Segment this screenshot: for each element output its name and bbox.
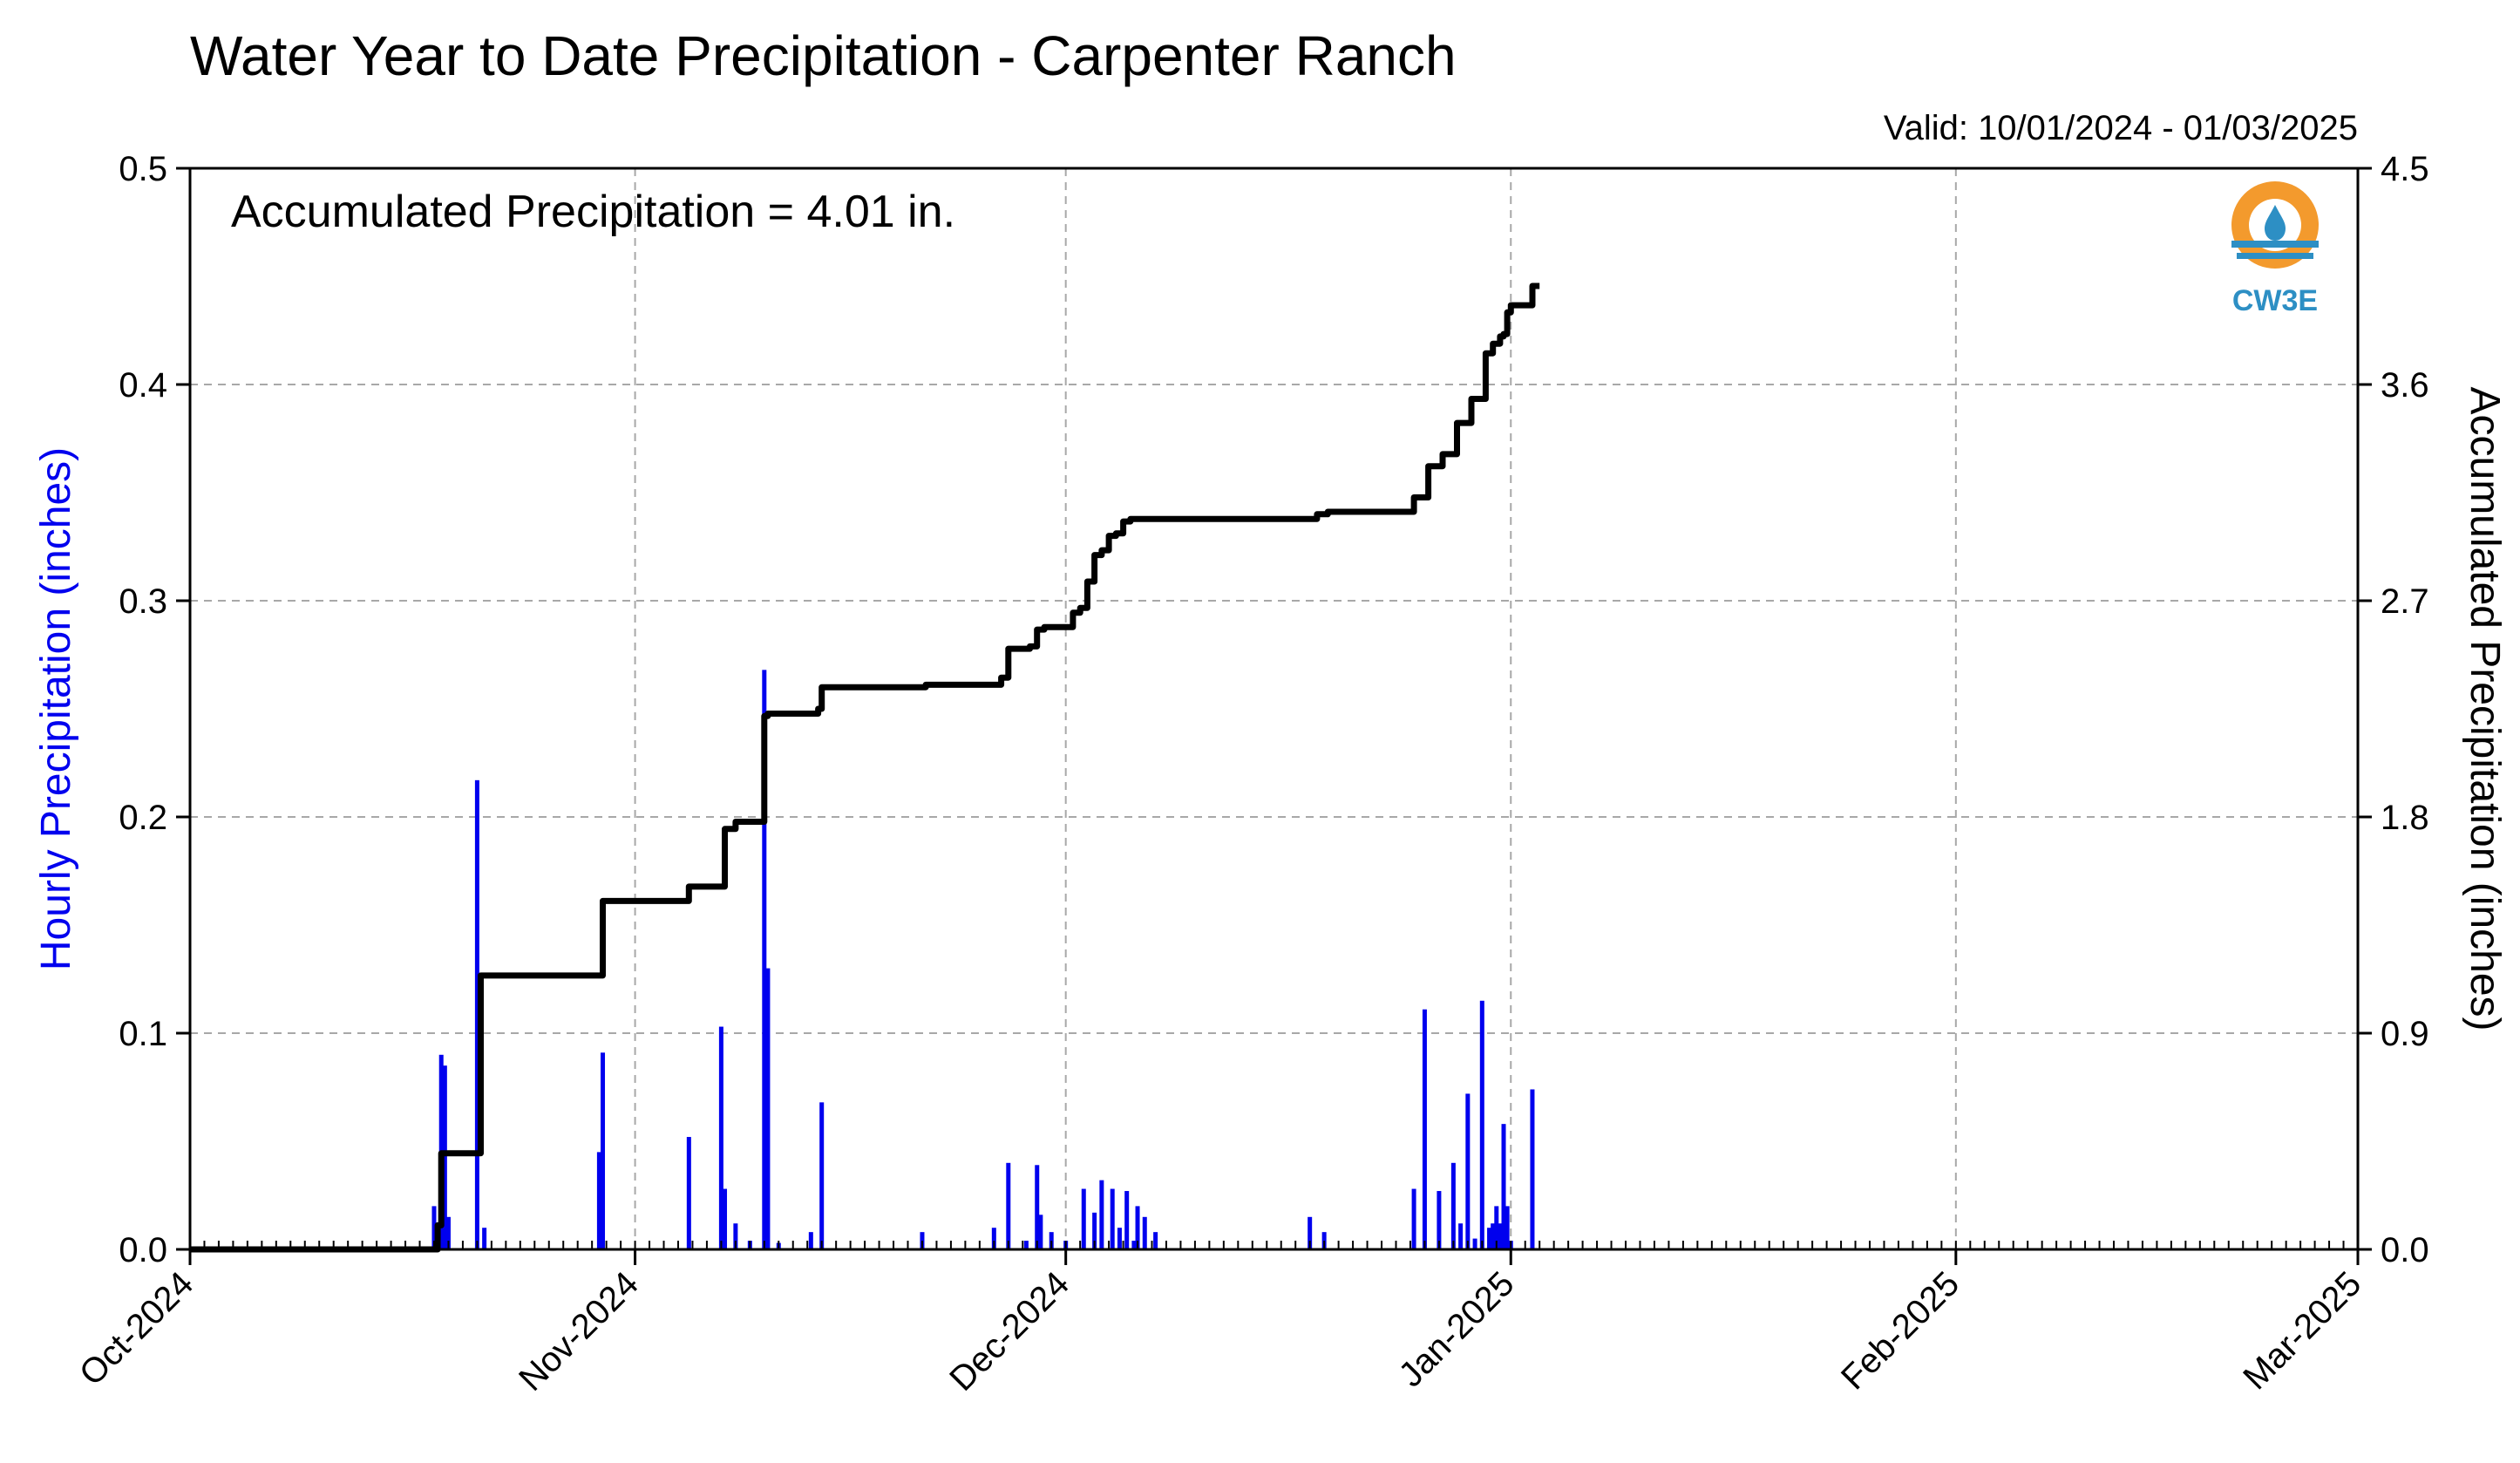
hourly-precip-bar: [1505, 1206, 1510, 1249]
y-left-tick-label: 0.1: [119, 1015, 167, 1053]
hourly-precip-bar: [991, 1228, 996, 1249]
hourly-precip-bar: [1450, 1162, 1456, 1249]
y-left-tick-label: 0.3: [119, 582, 167, 621]
hourly-precip-bar: [1035, 1165, 1040, 1249]
y-right-tick-label: 0.0: [2381, 1231, 2429, 1269]
hourly-precip-bar: [1131, 1241, 1137, 1249]
hourly-precip-bar: [1117, 1228, 1122, 1249]
hourly-precip-bar: [733, 1223, 738, 1249]
y-left-tick-label: 0.2: [119, 799, 167, 837]
cw3e-logo-text: CW3E: [2232, 284, 2318, 317]
chart-title: Water Year to Date Precipitation - Carpe…: [190, 24, 1457, 87]
accumulated-annotation: Accumulated Precipitation = 4.01 in.: [231, 187, 955, 237]
cw3e-logo: CW3E: [2231, 181, 2319, 317]
hourly-precip-bar: [808, 1232, 813, 1249]
hourly-precip-bar: [1472, 1238, 1477, 1249]
hourly-precip-bar: [596, 1152, 601, 1249]
hourly-precip-bar: [474, 779, 479, 1249]
hourly-precip-bar: [1092, 1212, 1097, 1249]
hourly-precip-bar: [1153, 1232, 1158, 1249]
hourly-precip-bar: [1479, 1000, 1484, 1249]
hourly-precip-bar: [445, 1216, 451, 1249]
hourly-precip-bar: [431, 1206, 437, 1249]
y-left-tick-label: 0.5: [119, 150, 167, 188]
cw3e-logo-drop-icon: [2265, 205, 2286, 241]
cw3e-logo-wave-icon: [2231, 241, 2319, 248]
hourly-precip-bar: [601, 1052, 606, 1249]
hourly-precip-bar: [1422, 1009, 1427, 1249]
hourly-precip-bar: [1308, 1216, 1313, 1249]
accumulated-precip-line: [190, 282, 1540, 1253]
hourly-precip-bar: [762, 670, 767, 1249]
y-right-tick-label: 4.5: [2381, 150, 2429, 188]
hourly-precip-bar: [482, 1228, 487, 1249]
hourly-precip-bar: [1110, 1188, 1115, 1249]
hourly-precip-bar: [1006, 1162, 1011, 1249]
hourly-precip-bar: [1465, 1093, 1471, 1249]
y-right-tick-label: 3.6: [2381, 366, 2429, 405]
y-right-tick-label: 2.7: [2381, 582, 2429, 621]
y-left-tick-label: 0.4: [119, 366, 167, 405]
hourly-precip-bar: [1530, 1089, 1535, 1249]
hourly-precip-bar: [1501, 1124, 1506, 1249]
hourly-precip-bar: [1081, 1188, 1086, 1249]
hourly-precip-bar: [819, 1102, 825, 1249]
hourly-precip-bar: [1494, 1206, 1499, 1249]
y-right-tick-label: 0.9: [2381, 1015, 2429, 1053]
hourly-precip-bar: [686, 1137, 691, 1249]
y-left-tick-label: 0.0: [119, 1231, 167, 1269]
hourly-precip-bar: [1487, 1228, 1492, 1249]
valid-date-range: Valid: 10/01/2024 - 01/03/2025: [1884, 109, 2358, 147]
hourly-precip-bar: [442, 1065, 447, 1249]
hourly-precip-bar: [1099, 1180, 1104, 1249]
hourly-precip-bar: [1124, 1191, 1130, 1249]
hourly-precip-bar: [1023, 1241, 1029, 1249]
accumulated-precip-path: [190, 282, 1540, 1253]
hourly-precip-bar: [1142, 1216, 1147, 1249]
hourly-precip-bar: [1498, 1223, 1503, 1249]
hourly-precip-bar: [1458, 1223, 1464, 1249]
hourly-precip-bar: [718, 1026, 723, 1249]
hourly-precip-bar: [1135, 1206, 1140, 1249]
hourly-precip-bar: [1491, 1223, 1496, 1249]
y-right-axis-label: Accumulated Precipitation (inches): [2462, 386, 2508, 1031]
plot-frame: [188, 167, 2360, 1251]
hourly-precip-bar: [1038, 1215, 1043, 1249]
hourly-precip-bar: [765, 968, 771, 1249]
hourly-precip-bar: [1437, 1191, 1442, 1249]
y-left-axis-label: Hourly Precipitation (inches): [33, 447, 79, 970]
hourly-precip-bar: [723, 1188, 728, 1249]
hourly-precip-bar: [1411, 1188, 1416, 1249]
y-right-tick-label: 1.8: [2381, 799, 2429, 837]
cw3e-logo-wave-icon: [2237, 253, 2313, 259]
